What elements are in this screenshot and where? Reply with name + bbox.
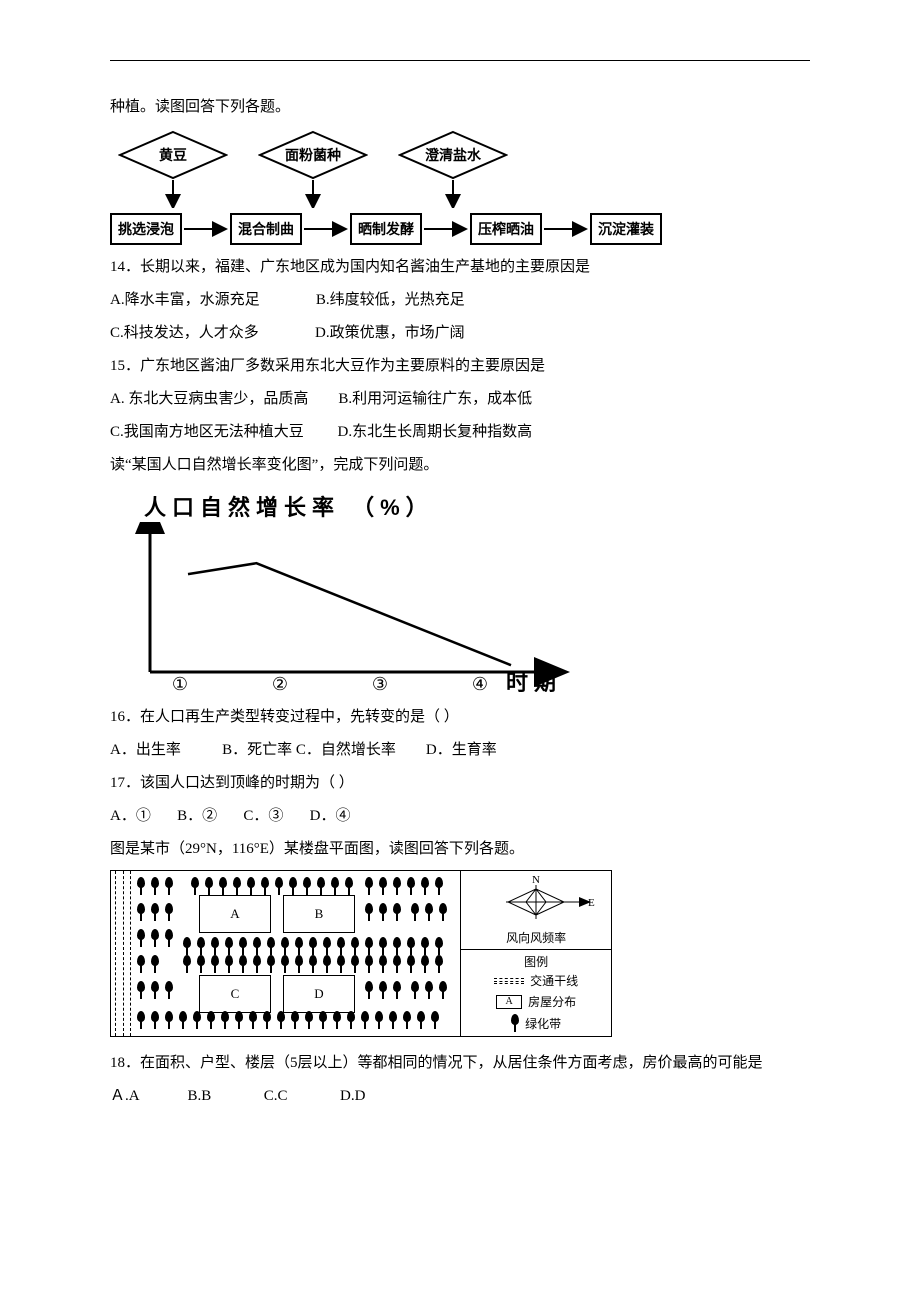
tree-row <box>365 877 443 895</box>
arrow-right-icon <box>422 219 470 239</box>
tree-row <box>183 937 443 955</box>
q16-option-b: B．死亡率 <box>222 742 292 758</box>
q15-option-c: C.我国南方地区无法种植大豆 <box>110 424 304 440</box>
q16-option-d: D．生育率 <box>426 742 497 758</box>
flowchart-step-box: 压榨晒油 <box>470 213 542 245</box>
q14-stem: 14．长期以来，福建、广东地区成为国内知名酱油生产基地的主要原因是 <box>110 251 810 284</box>
svg-text:E: E <box>588 897 595 909</box>
flowchart-down-arrows-icon <box>110 180 810 208</box>
q14-option-c: C.科技发达，人才众多 <box>110 325 259 341</box>
q15-options-row2: C.我国南方地区无法种植大豆 D.东北生长周期长复种指数高 <box>110 416 810 449</box>
q16-options: A．出生率 B．死亡率 C．自然增长率 D．生育率 <box>110 734 810 767</box>
tree-row <box>365 903 401 921</box>
tree-row <box>137 903 173 921</box>
q16-stem: 16．在人口再生产类型转变过程中，先转变的是（ ） <box>110 701 810 734</box>
population-growth-chart: 人口自然增长率 （%） ① ② ③ ④ 时期 <box>110 490 810 697</box>
legend-title: 图例 <box>524 953 548 970</box>
road-dash-icon <box>494 978 524 984</box>
svg-text:④: ④ <box>472 674 488 692</box>
site-plan-legend: N E 风向风频率 图例 交通干线 A 房屋分布 绿化带 <box>460 871 611 1036</box>
arrow-right-icon <box>182 219 230 239</box>
svg-text:③: ③ <box>372 674 388 692</box>
flowchart-input-diamond: 面粉菌种 <box>258 130 368 180</box>
road-icon <box>115 871 131 1036</box>
page-content: 种植。读图回答下列各题。 黄豆 面粉菌种 澄清盐水 挑选浸泡 <box>0 0 920 1173</box>
q15-option-b: B.利用河运输往广东，成本低 <box>338 391 532 407</box>
arrow-right-icon <box>542 219 590 239</box>
legend-green: 绿化带 <box>511 1014 561 1032</box>
q16-option-a: A．出生率 <box>110 742 181 758</box>
soy-flowchart: 黄豆 面粉菌种 澄清盐水 挑选浸泡 混合制曲 晒制发酵 压榨晒油 <box>110 130 810 245</box>
wind-rose-label: 风向风频率 <box>506 929 566 946</box>
tree-row <box>137 1011 439 1029</box>
q14-options-row2: C.科技发达，人才众多 D.政策优惠，市场广阔 <box>110 317 810 350</box>
legend-green-label: 绿化带 <box>525 1015 561 1032</box>
site-plan-map: A B C D <box>111 871 460 1036</box>
building-d: D <box>283 975 355 1013</box>
q16-option-c: C．自然增长率 <box>296 742 396 758</box>
tree-row <box>137 877 173 895</box>
flowchart-step-box: 混合制曲 <box>230 213 302 245</box>
tree-icon <box>137 877 145 895</box>
q17-option-d: D．④ <box>310 808 351 824</box>
pop-chart-svg: ① ② ③ ④ 时期 <box>110 522 570 692</box>
site-intro: 图是某市（29°N，116°E）某楼盘平面图，读图回答下列各题。 <box>110 833 810 866</box>
flowchart-step-box: 挑选浸泡 <box>110 213 182 245</box>
svg-text:时期: 时期 <box>506 670 562 692</box>
compass-n-label: N <box>532 874 540 886</box>
flowchart-step-box: 沉淀灌装 <box>590 213 662 245</box>
top-rule <box>110 60 810 61</box>
tree-row <box>137 955 159 973</box>
tree-row <box>137 981 173 999</box>
legend-building: A 房屋分布 <box>496 993 576 1010</box>
flowchart-step-box: 晒制发酵 <box>350 213 422 245</box>
tree-row <box>411 981 447 999</box>
building-b: B <box>283 895 355 933</box>
wind-rose-icon: N E <box>476 871 596 929</box>
q17-option-c: C．③ <box>243 808 283 824</box>
q14-option-d: D.政策优惠，市场广阔 <box>315 325 465 341</box>
q18-option-a: Ａ.A <box>110 1088 139 1104</box>
q15-options-row1: A. 东北大豆病虫害少，品质高 B.利用河运输往广东，成本低 <box>110 383 810 416</box>
flowchart-input-label: 澄清盐水 <box>425 145 481 165</box>
q14-options-row1: A.降水丰富，水源充足 B.纬度较低，光热充足 <box>110 284 810 317</box>
q18-option-d: D.D <box>340 1088 365 1104</box>
q18-option-b: B.B <box>188 1088 212 1104</box>
svg-text:①: ① <box>172 674 188 692</box>
pop-chart-title: 人口自然增长率 （%） <box>144 490 810 522</box>
tree-row <box>183 955 443 973</box>
tree-row <box>137 929 173 947</box>
tree-row <box>365 981 401 999</box>
flowchart-input-diamond: 黄豆 <box>118 130 228 180</box>
q18-options: Ａ.A B.B C.C D.D <box>110 1080 810 1113</box>
q17-stem: 17．该国人口达到顶峰的时期为（ ） <box>110 767 810 800</box>
building-c: C <box>199 975 271 1013</box>
legend-road: 交通干线 <box>494 972 578 989</box>
q14-option-a: A.降水丰富，水源充足 <box>110 292 260 308</box>
building-box-icon: A <box>496 995 522 1009</box>
tree-row <box>411 903 447 921</box>
flowchart-input-label: 黄豆 <box>159 145 187 165</box>
q15-option-a: A. 东北大豆病虫害少，品质高 <box>110 391 308 407</box>
q17-option-a: A．① <box>110 808 151 824</box>
legend-building-label: 房屋分布 <box>528 993 576 1010</box>
building-a: A <box>199 895 271 933</box>
legend-road-label: 交通干线 <box>530 972 578 989</box>
tree-icon <box>511 1014 519 1032</box>
q17-option-b: B．② <box>177 808 217 824</box>
q14-option-b: B.纬度较低，光热充足 <box>316 292 465 308</box>
site-plan: A B C D N E <box>110 870 612 1037</box>
flowchart-input-diamond: 澄清盐水 <box>398 130 508 180</box>
svg-text:②: ② <box>272 674 288 692</box>
pop-intro: 读“某国人口自然增长率变化图”，完成下列问题。 <box>110 449 810 482</box>
flowchart-input-label: 面粉菌种 <box>285 145 341 165</box>
q17-options: A．① B．② C．③ D．④ <box>110 800 810 833</box>
q18-stem: 18．在面积、户型、楼层（5层以上）等都相同的情况下，从居住条件方面考虑，房价最… <box>110 1047 810 1080</box>
q18-option-c: C.C <box>264 1088 288 1104</box>
arrow-right-icon <box>302 219 350 239</box>
q15-option-d: D.东北生长周期长复种指数高 <box>338 424 533 440</box>
intro-continued: 种植。读图回答下列各题。 <box>110 91 810 124</box>
q15-stem: 15．广东地区酱油厂多数采用东北大豆作为主要原料的主要原因是 <box>110 350 810 383</box>
tree-row <box>191 877 353 895</box>
